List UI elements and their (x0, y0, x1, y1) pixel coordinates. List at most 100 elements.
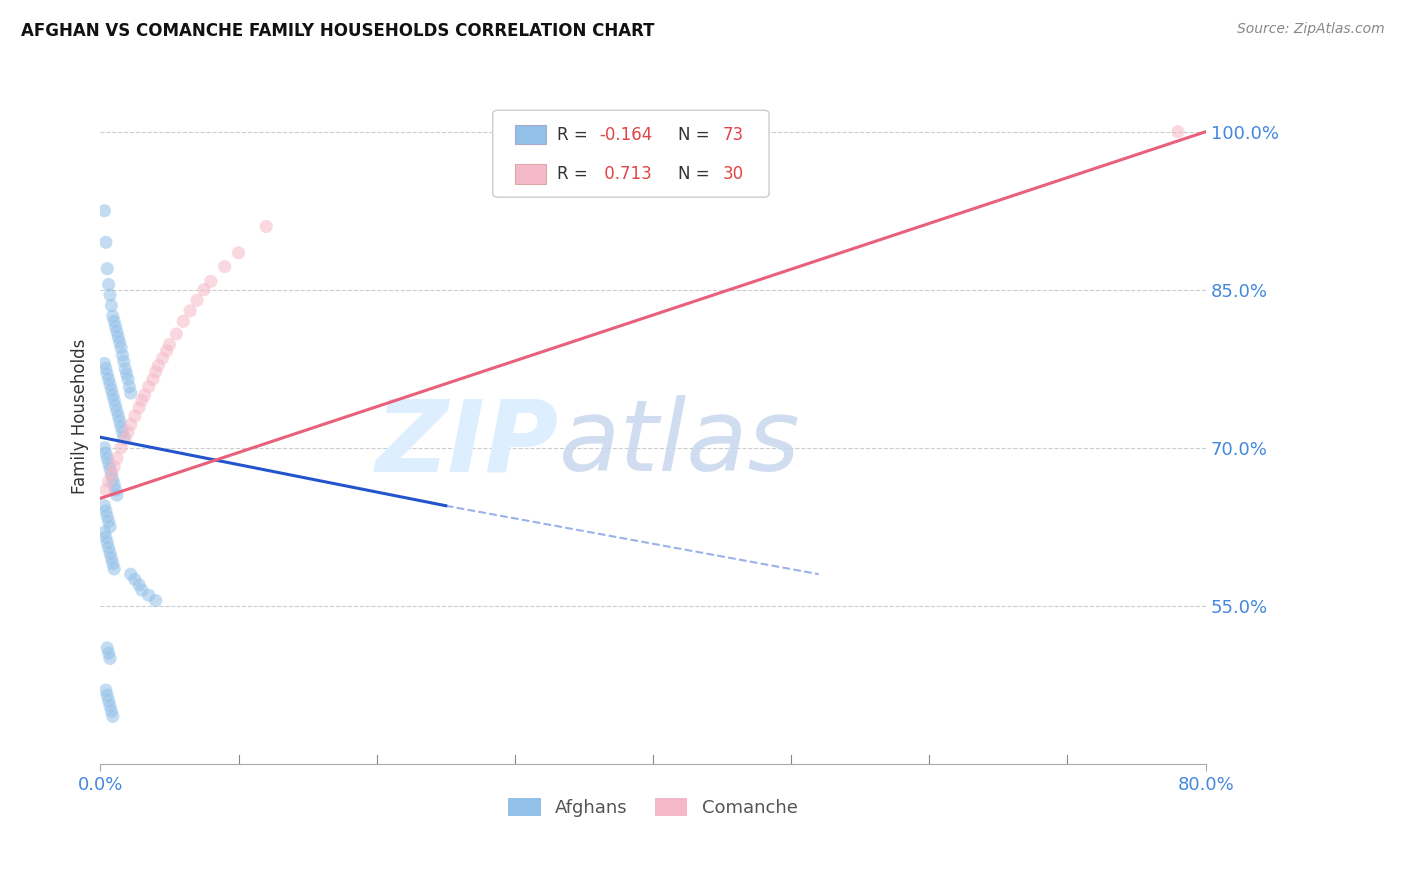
Point (214, 260, 236, 274)
FancyBboxPatch shape (515, 164, 546, 184)
Point (138, 588, 160, 602)
Point (96, 509, 118, 524)
Point (103, 459, 125, 474)
Point (101, 472, 124, 486)
Point (98, 288, 121, 302)
Point (110, 341, 132, 355)
Point (93, 524, 115, 539)
Point (96, 640, 118, 655)
Point (103, 393, 125, 408)
Point (100, 467, 122, 482)
Point (114, 433, 136, 447)
Point (228, 245, 250, 260)
Point (131, 582, 153, 597)
Text: Source: ZipAtlas.com: Source: ZipAtlas.com (1237, 22, 1385, 37)
Point (152, 351, 174, 366)
Point (254, 219, 277, 234)
Point (98, 377, 121, 392)
Point (101, 388, 124, 402)
Point (104, 483, 127, 497)
Point (156, 343, 179, 358)
Point (98, 520, 121, 534)
Point (134, 388, 156, 402)
Point (98, 462, 121, 476)
Point (105, 404, 128, 418)
Point (96, 451, 118, 466)
Point (111, 348, 134, 362)
Text: R =: R = (557, 165, 593, 183)
Point (97, 693, 120, 707)
Point (103, 314, 125, 328)
Point (117, 372, 139, 386)
Point (98, 651, 121, 665)
Point (100, 383, 122, 397)
Point (98, 546, 121, 560)
Point (110, 419, 132, 434)
Point (124, 573, 146, 587)
Point (93, 203, 115, 218)
Point (97, 541, 120, 555)
Point (105, 325, 128, 339)
Point (115, 367, 138, 381)
Text: -0.164: -0.164 (599, 126, 652, 144)
Point (105, 488, 128, 502)
Point (186, 293, 208, 308)
Point (94, 235, 117, 250)
Point (104, 399, 127, 413)
Point (94, 446, 117, 460)
Point (93, 357, 115, 371)
Text: N =: N = (679, 165, 716, 183)
Point (120, 417, 142, 432)
Point (117, 425, 139, 439)
Point (101, 709, 124, 723)
Point (108, 414, 131, 428)
Point (110, 441, 132, 455)
Point (179, 303, 201, 318)
Point (100, 299, 122, 313)
Point (96, 535, 118, 549)
Point (100, 467, 122, 482)
Point (114, 361, 136, 376)
Point (142, 372, 165, 386)
Point (103, 562, 125, 576)
Text: ZIP: ZIP (375, 395, 560, 492)
Point (108, 335, 131, 350)
Point (165, 326, 187, 341)
Point (97, 515, 120, 529)
Text: 0.713: 0.713 (599, 165, 651, 183)
Text: R =: R = (557, 126, 593, 144)
Point (94, 504, 117, 518)
Point (1167, 125, 1189, 139)
Y-axis label: Family Households: Family Households (72, 338, 89, 494)
Point (148, 359, 170, 373)
FancyBboxPatch shape (515, 125, 546, 145)
Point (96, 689, 118, 703)
Point (145, 365, 167, 379)
Point (94, 361, 117, 376)
Point (107, 330, 129, 344)
Legend: Afghans, Comanche: Afghans, Comanche (501, 790, 806, 824)
FancyBboxPatch shape (492, 111, 769, 197)
Point (96, 367, 118, 381)
Point (100, 551, 122, 566)
Point (112, 354, 135, 368)
Point (193, 283, 215, 297)
Point (103, 477, 125, 491)
Point (98, 698, 121, 713)
Point (104, 319, 127, 334)
Point (94, 483, 117, 497)
Text: AFGHAN VS COMANCHE FAMILY HOUSEHOLDS CORRELATION CHART: AFGHAN VS COMANCHE FAMILY HOUSEHOLDS COR… (21, 22, 655, 40)
Point (107, 409, 129, 424)
Point (112, 430, 135, 444)
Point (124, 409, 146, 424)
Point (101, 557, 124, 571)
Point (131, 393, 153, 408)
Point (128, 578, 150, 592)
Text: 73: 73 (723, 126, 744, 144)
Point (97, 646, 120, 660)
Point (97, 372, 120, 386)
Point (159, 337, 181, 351)
Point (111, 425, 134, 439)
Text: N =: N = (679, 126, 716, 144)
Point (128, 401, 150, 415)
